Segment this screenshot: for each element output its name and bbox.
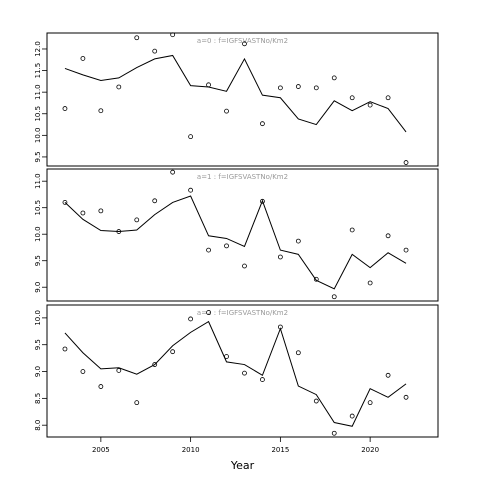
observed-point: [277, 324, 283, 330]
fit-line: [64, 54, 407, 133]
observed-point: [349, 95, 355, 101]
observed-point: [242, 370, 247, 376]
panel-title: a=1 : f=IGFSVASTNo/Km2: [197, 173, 288, 181]
observed-point: [116, 84, 122, 90]
y-tick-label: 11.5: [34, 63, 42, 79]
observed-point: [260, 198, 265, 204]
observed-point: [80, 210, 86, 216]
panel-title: a=0 : f=IGFSVASTNo/Km2: [197, 37, 288, 45]
panel-frame: [46, 32, 439, 167]
y-tick-label: 10.0: [34, 128, 42, 144]
y-tick-label: 10.5: [34, 200, 42, 216]
observed-point: [98, 108, 104, 114]
y-tick-label: 12.0: [34, 41, 42, 57]
observed-point: [206, 247, 211, 253]
observed-point: [242, 41, 247, 47]
observed-point: [224, 243, 229, 249]
panel-title: a=2 : f=IGFSVASTNo/Km2: [197, 309, 288, 317]
observed-point: [188, 134, 194, 140]
observed-point: [206, 82, 211, 88]
observed-point: [134, 400, 140, 406]
fit-line: [64, 195, 407, 290]
y-tick-label: 9.5: [34, 151, 42, 162]
observed-point: [152, 362, 158, 367]
observed-point: [188, 187, 194, 193]
observed-point: [206, 310, 211, 315]
y-tick-label: 8.0: [34, 420, 42, 431]
y-tick-label: 10.0: [34, 226, 42, 242]
observed-point: [385, 372, 391, 378]
observed-point: [62, 199, 68, 205]
observed-point: [260, 377, 265, 382]
observed-point: [170, 32, 176, 38]
observed-point: [152, 48, 158, 54]
y-tick-label: 8.5: [34, 393, 42, 404]
observed-point: [242, 263, 247, 269]
observed-point: [98, 208, 104, 214]
observed-point: [349, 227, 355, 233]
observed-point: [403, 160, 409, 165]
observed-point: [313, 398, 319, 404]
observed-point: [367, 102, 373, 108]
observed-point: [403, 394, 409, 400]
panel-frame: [46, 168, 439, 302]
y-tick-label: 11.0: [34, 173, 42, 189]
y-tick-label: 10.0: [34, 310, 42, 326]
observed-point: [277, 85, 283, 91]
y-tick-label: 9.5: [34, 339, 42, 350]
observed-point: [277, 254, 283, 260]
observed-point: [62, 346, 68, 352]
observed-point: [385, 95, 391, 101]
y-tick-label: 11.0: [34, 84, 42, 100]
observed-point: [403, 247, 409, 253]
observed-point: [295, 238, 301, 244]
y-tick-label: 9.0: [34, 282, 42, 293]
x-tick-label: 2020: [361, 446, 379, 454]
observed-point: [349, 413, 355, 419]
x-tick-label: 2010: [182, 446, 200, 454]
observed-point: [188, 316, 194, 322]
observed-point: [331, 294, 337, 300]
panel-frame: [46, 304, 439, 438]
observed-point: [134, 35, 140, 41]
observed-point: [385, 233, 391, 239]
observed-point: [224, 108, 229, 114]
x-tick-label: 2015: [271, 446, 289, 454]
observed-point: [170, 169, 176, 175]
observed-point: [313, 85, 319, 91]
fit-line: [64, 320, 407, 427]
observed-point: [295, 84, 301, 89]
observed-point: [80, 56, 86, 61]
observed-point: [116, 229, 122, 234]
observed-point: [331, 75, 337, 81]
observed-point: [331, 430, 337, 436]
y-tick-label: 10.5: [34, 106, 42, 122]
observed-point: [98, 384, 104, 389]
observed-point: [134, 217, 140, 223]
x-axis-label: Year: [230, 459, 255, 472]
observed-point: [260, 121, 265, 127]
y-tick-label: 9.0: [34, 366, 42, 377]
y-tick-label: 9.5: [34, 255, 42, 266]
observed-point: [224, 354, 229, 359]
observed-point: [367, 400, 373, 406]
observed-point: [313, 276, 319, 282]
observed-point: [80, 369, 86, 374]
observed-point: [116, 368, 122, 373]
observed-point: [170, 349, 176, 355]
observed-point: [295, 350, 301, 356]
observed-point: [62, 106, 68, 111]
observed-point: [367, 280, 373, 286]
observed-point: [152, 198, 158, 204]
x-tick-label: 2005: [92, 446, 110, 454]
